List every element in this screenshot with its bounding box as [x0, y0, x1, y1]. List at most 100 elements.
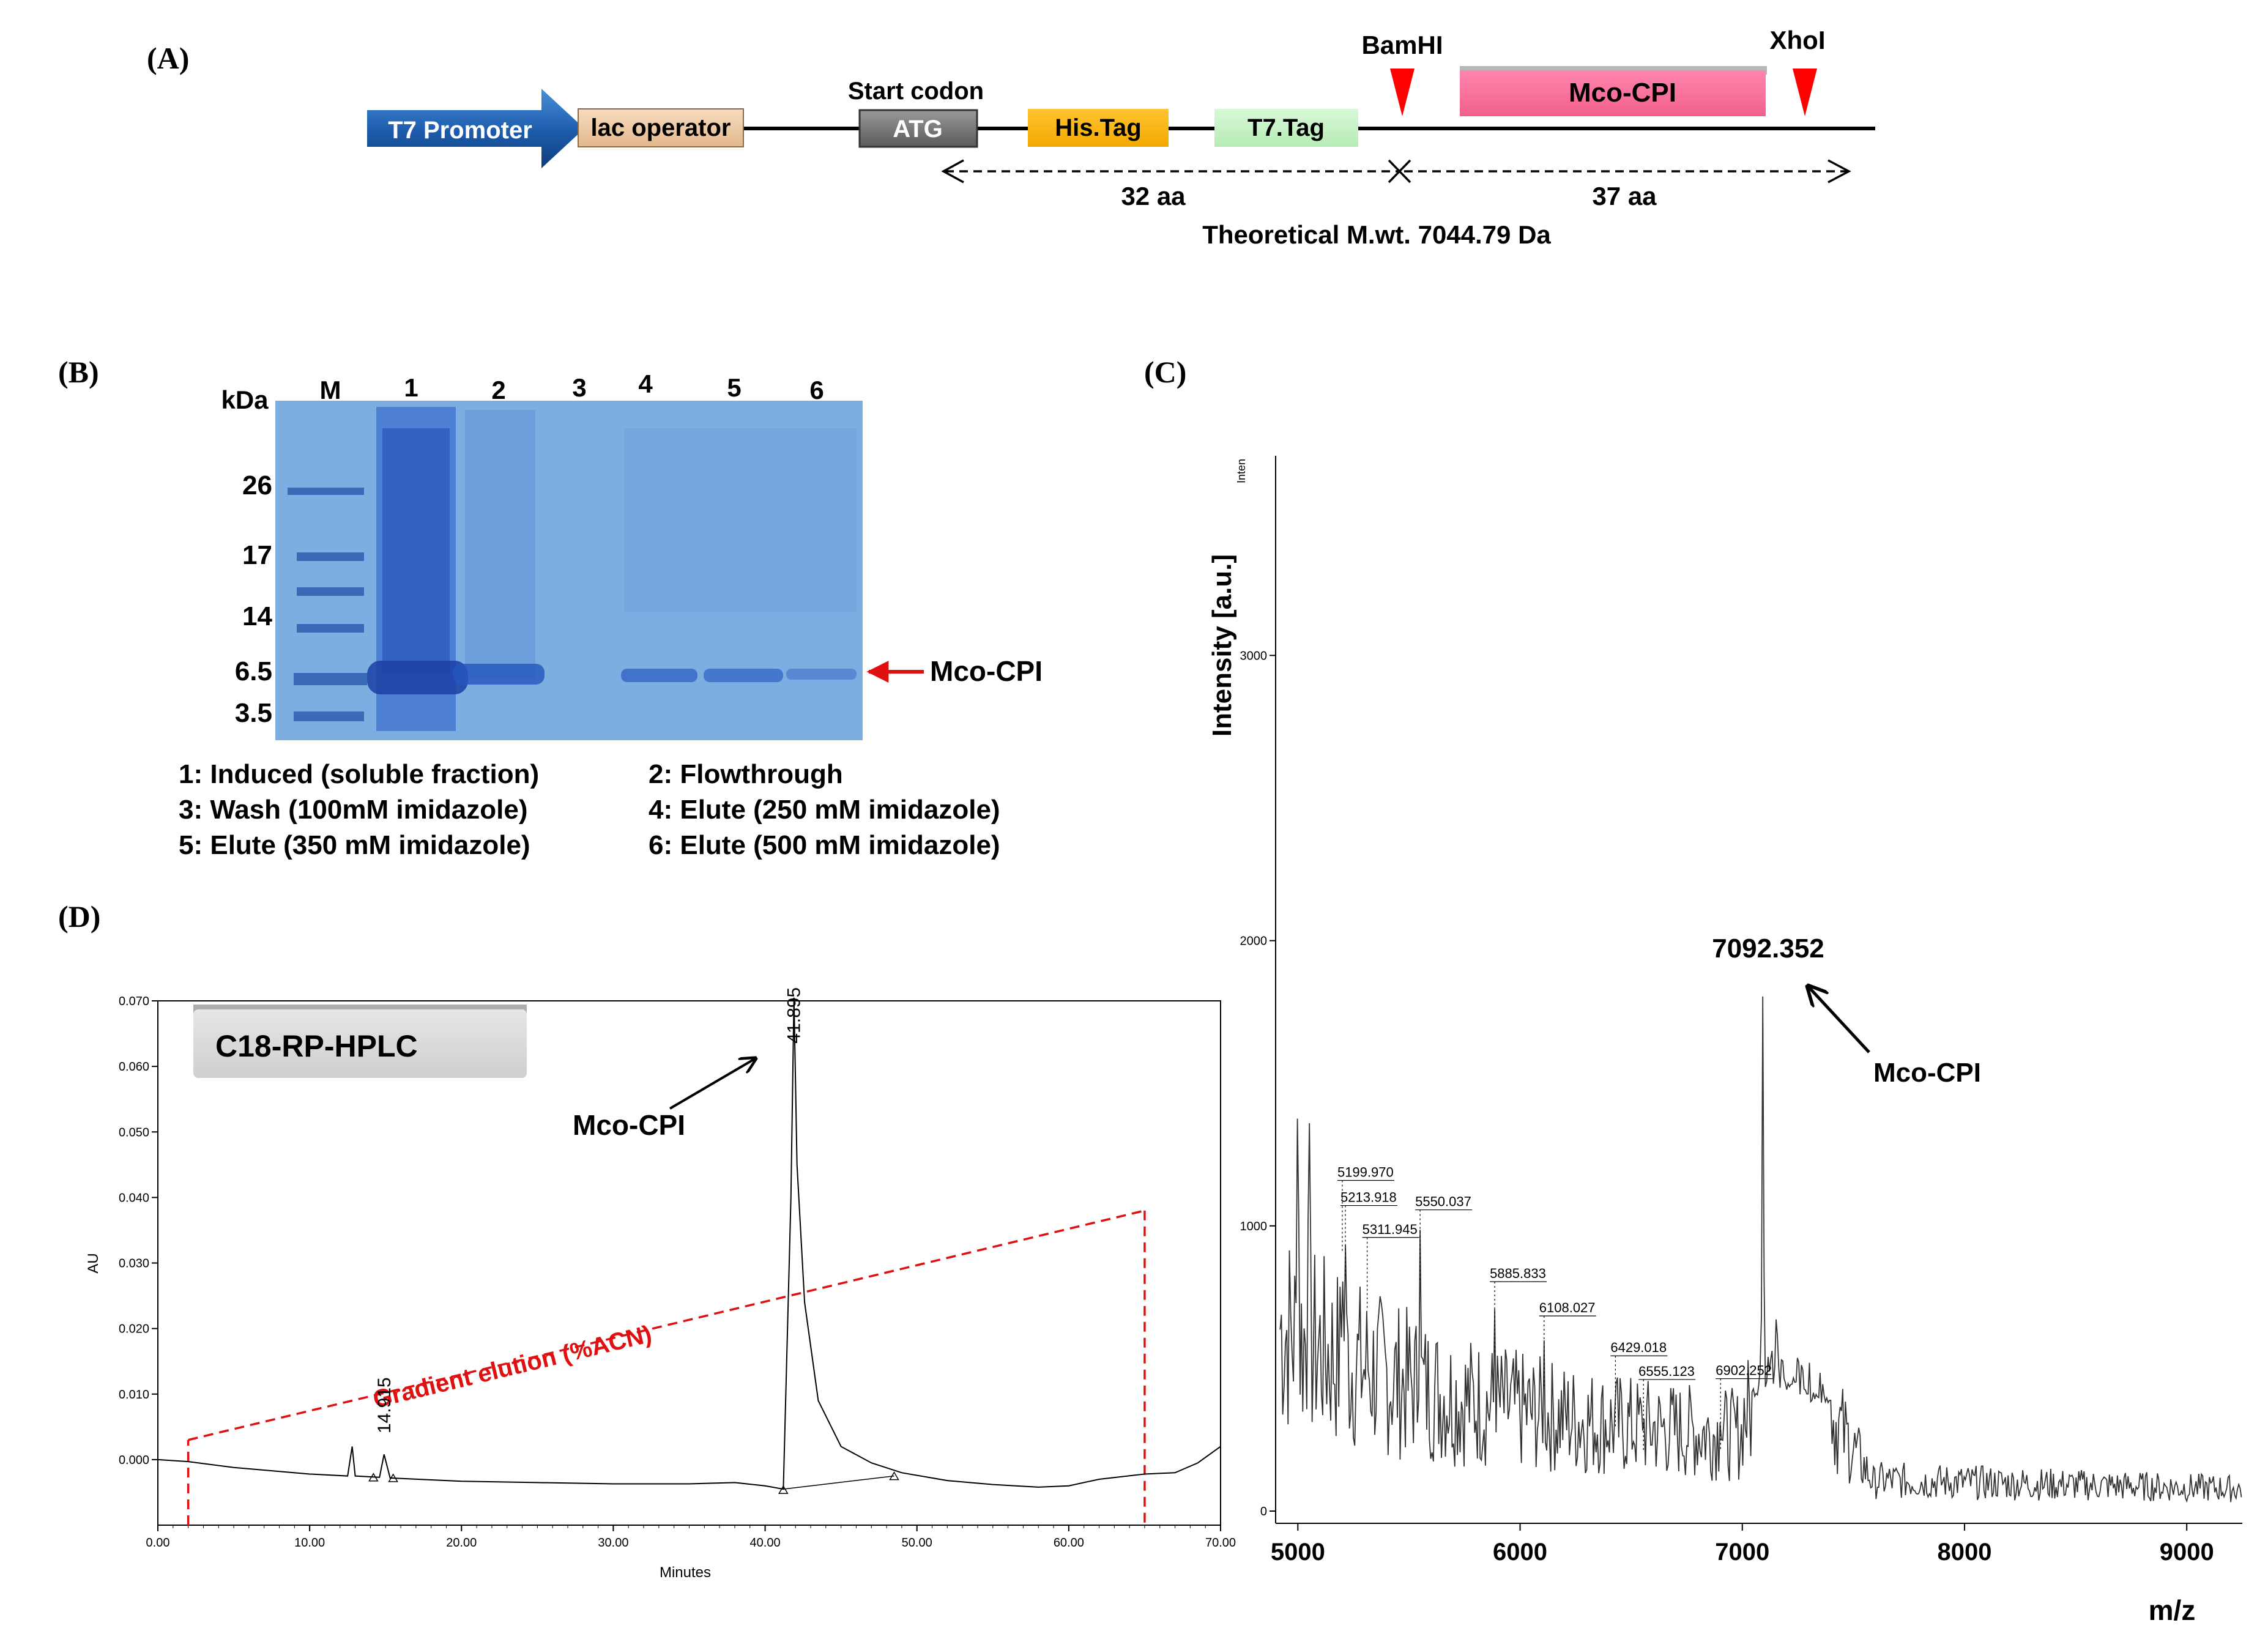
insert-box [1460, 70, 1766, 116]
bamhi-marker [1390, 69, 1415, 116]
span-cross [1388, 159, 1411, 184]
maldi-ylabel: Intensity [a.u.] [1207, 554, 1237, 737]
legend-item: 3: Wash (100mM imidazole) [179, 795, 528, 825]
t7-tag-box [1214, 109, 1358, 147]
maldi-ylabel-small: Inten [1235, 459, 1247, 483]
hplc-x-tick-label: 10.00 [294, 1536, 325, 1550]
xhoi-label: XhoI [1770, 26, 1826, 54]
hplc-integration-marker [778, 1485, 789, 1494]
atg-label: ATG [893, 116, 942, 143]
hplc-axes-frame [157, 1000, 1221, 1526]
lane-label: 2 [491, 376, 505, 404]
hplc-x-tick-label: 20.00 [446, 1536, 477, 1550]
panel-b-letter: (B) [58, 355, 99, 389]
maldi-main-peak-annotation: 7092.352 Mco-CPI [1712, 934, 1981, 1088]
maldi-x-tick-label: 6000 [1493, 1539, 1547, 1566]
legend-item: 2: Flowthrough [649, 759, 843, 789]
maldi-y-tick-label: 1000 [1240, 1220, 1268, 1233]
hplc-xlabel: Minutes [660, 1564, 711, 1581]
span-right-end-arrow [1827, 159, 1851, 184]
marker-labels: 26 17 14 6.5 3.5 [235, 470, 273, 728]
his-tag-label: His.Tag [1055, 114, 1142, 141]
maldi-x-tick-label: 8000 [1937, 1539, 1991, 1566]
maldi-x-tick-label: 9000 [2160, 1539, 2214, 1566]
xhoi-marker [1793, 69, 1817, 116]
hplc-x-tick-label: 60.00 [1054, 1536, 1084, 1550]
marker-lane-label: M [320, 376, 341, 404]
hplc-box: C18-RP-HPLC [193, 1005, 527, 1078]
maldi-peak-label: 5885.833 [1490, 1266, 1546, 1281]
marker-label: 26 [242, 470, 272, 500]
marker-label: 3.5 [235, 698, 272, 728]
hplc-x-tick-label: 30.00 [598, 1536, 628, 1550]
lane-label: 1 [404, 373, 418, 402]
start-codon-label: Start codon [848, 78, 984, 105]
marker-label: 14 [242, 601, 272, 631]
panel-d-letter: (D) [58, 899, 100, 934]
hplc-integration-marker [368, 1473, 379, 1482]
kda-label: kDa [221, 385, 269, 414]
hplc-ylabel: AU [85, 1253, 102, 1273]
left-span-label: 32 aa [1121, 182, 1186, 210]
theoretical-mw: Theoretical M.wt. 7044.79 Da [1202, 220, 1551, 249]
hplc-integration-marker [388, 1473, 398, 1482]
hplc-x-tick-label: 70.00 [1205, 1536, 1236, 1550]
lac-operator-box [578, 108, 744, 147]
panel-a: (A) T7 Promoter lac operator Start codon… [147, 26, 1875, 249]
maldi-x-tick-label: 7000 [1715, 1539, 1769, 1566]
t7-promoter-arrow [367, 89, 584, 168]
hplc-y-tick-label: 0.030 [119, 1257, 149, 1271]
maldi-peak-label: 6429.018 [1610, 1340, 1667, 1355]
legend-item: 6: Elute (500 mM imidazole) [649, 830, 1000, 860]
lane-label: 3 [572, 373, 586, 402]
gel-legend: 1: Induced (soluble fraction) 2: Flowthr… [179, 759, 1000, 860]
lane-labels: 1 2 3 4 5 6 [404, 370, 824, 404]
maldi-y-tick-label: 3000 [1240, 649, 1268, 663]
hplc-peak-arrow [669, 1058, 756, 1110]
t7-tag-label: T7.Tag [1247, 114, 1325, 141]
maldi-peak-label: 5311.945 [1363, 1222, 1418, 1237]
maldi-spectrum [1279, 996, 2242, 1503]
panel-c-letter: (C) [1144, 355, 1186, 389]
hplc-rt-label: 41.895 [784, 987, 805, 1044]
hplc-x-tick-label: 40.00 [750, 1536, 781, 1550]
maldi-peak-label: 6902.252 [1716, 1363, 1772, 1378]
atg-box [858, 109, 978, 148]
hplc-y-tick-label: 0.070 [119, 995, 149, 1008]
hplc-rt-label: 14.915 [374, 1377, 395, 1433]
lane-label: 5 [727, 373, 741, 402]
hplc-y-tick-label: 0.040 [119, 1191, 149, 1205]
hplc-x-tick-label: 0.00 [146, 1536, 170, 1550]
hplc-y-tick-label: 0.010 [119, 1388, 149, 1402]
gel-image [275, 401, 863, 740]
legend-item: 4: Elute (250 mM imidazole) [649, 795, 1000, 825]
marker-label: 17 [242, 540, 272, 570]
hplc-chromatogram [157, 997, 1221, 1490]
hplc-integration-marker [889, 1471, 899, 1480]
panel-a-letter: (A) [147, 41, 189, 75]
insert-label: Mco-CPI [1569, 78, 1676, 108]
hplc-gradient-label: Gradient elution (%ACN) [370, 1321, 654, 1414]
maldi-peak-label: 5550.037 [1415, 1194, 1471, 1209]
legend-item: 1: Induced (soluble fraction) [179, 759, 539, 789]
maldi-main-peak-value: 7092.352 [1712, 934, 1824, 964]
maldi-peak-label: 5199.970 [1337, 1165, 1394, 1180]
marker-label: 6.5 [235, 656, 272, 686]
lane-label: 4 [638, 370, 653, 398]
maldi-xlabel: m/z [2149, 1594, 2196, 1626]
panel-c: (C) Intensity [a.u.] Inten m/z 5000 6000 7… [1144, 355, 2242, 1626]
lac-operator-label: lac operator [591, 114, 731, 141]
maldi-chart: 5000 6000 7000 8000 9000 0 1000 2000 3000 5199.97… [1240, 456, 2242, 1566]
hplc-y-tick-label: 0.060 [119, 1060, 149, 1074]
hplc-peak-label: Mco-CPI [573, 1109, 685, 1141]
band-label: Mco-CPI [930, 655, 1043, 687]
maldi-main-peak-label: Mco-CPI [1873, 1058, 1981, 1088]
maldi-peak-label: 6108.027 [1539, 1300, 1596, 1315]
hplc-x-tick-label: 50.00 [902, 1536, 932, 1550]
panel-b: (B) kDa M 1 2 3 4 5 6 [58, 355, 1043, 860]
his-tag-box [1028, 109, 1169, 147]
hplc-y-tick-label: 0.050 [119, 1126, 149, 1139]
hplc-box-bg [193, 1009, 527, 1078]
maldi-y-tick-label: 0 [1260, 1505, 1267, 1518]
